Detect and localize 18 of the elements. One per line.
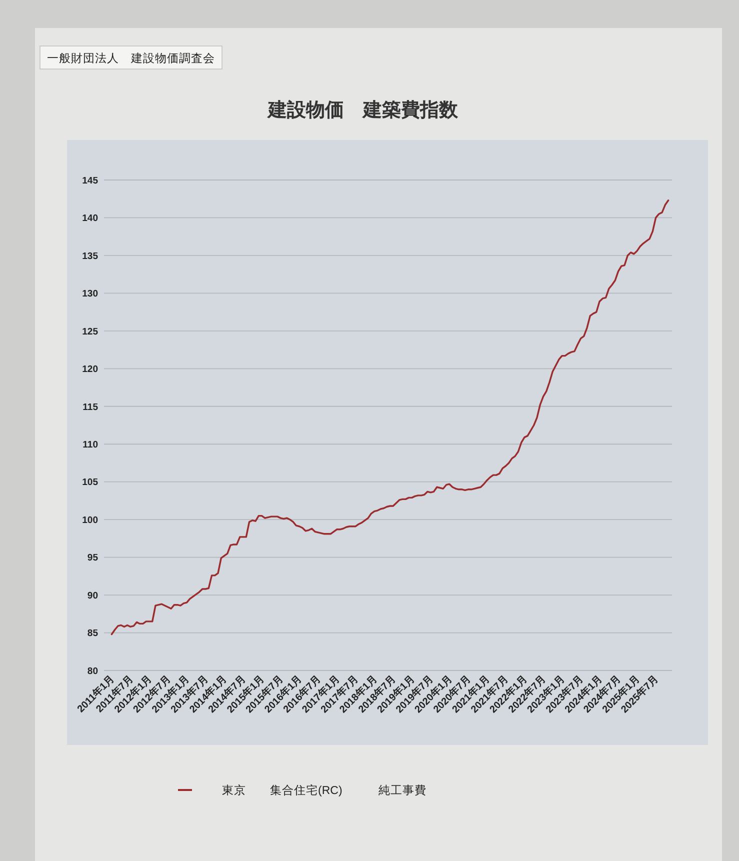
y-tick-label: 115 — [82, 402, 99, 413]
text: 東京 集合住宅(RC) 純工事費 — [222, 783, 426, 797]
y-tick-label: 90 — [87, 590, 98, 602]
chart-title: 建設物価 建築費指数 — [266, 99, 459, 121]
y-tick-label: 105 — [82, 477, 99, 488]
y-tick-label: 85 — [87, 628, 99, 640]
text: 一般財団法人 建設物価調査会 — [47, 51, 215, 65]
y-tick-label: 95 — [87, 552, 99, 564]
y-tick-label: 100 — [82, 514, 98, 526]
y-tick-label: 135 — [82, 250, 99, 262]
y-tick-label: 80 — [87, 666, 98, 677]
y-tick-label: 130 — [82, 288, 98, 300]
y-tick-label: 125 — [82, 326, 99, 338]
line-series — [110, 200, 670, 636]
y-tick-label: 110 — [82, 440, 98, 451]
y-tick-label: 120 — [82, 364, 98, 376]
y-tick-label: 140 — [82, 213, 98, 224]
y-tick-label: 145 — [82, 175, 99, 186]
